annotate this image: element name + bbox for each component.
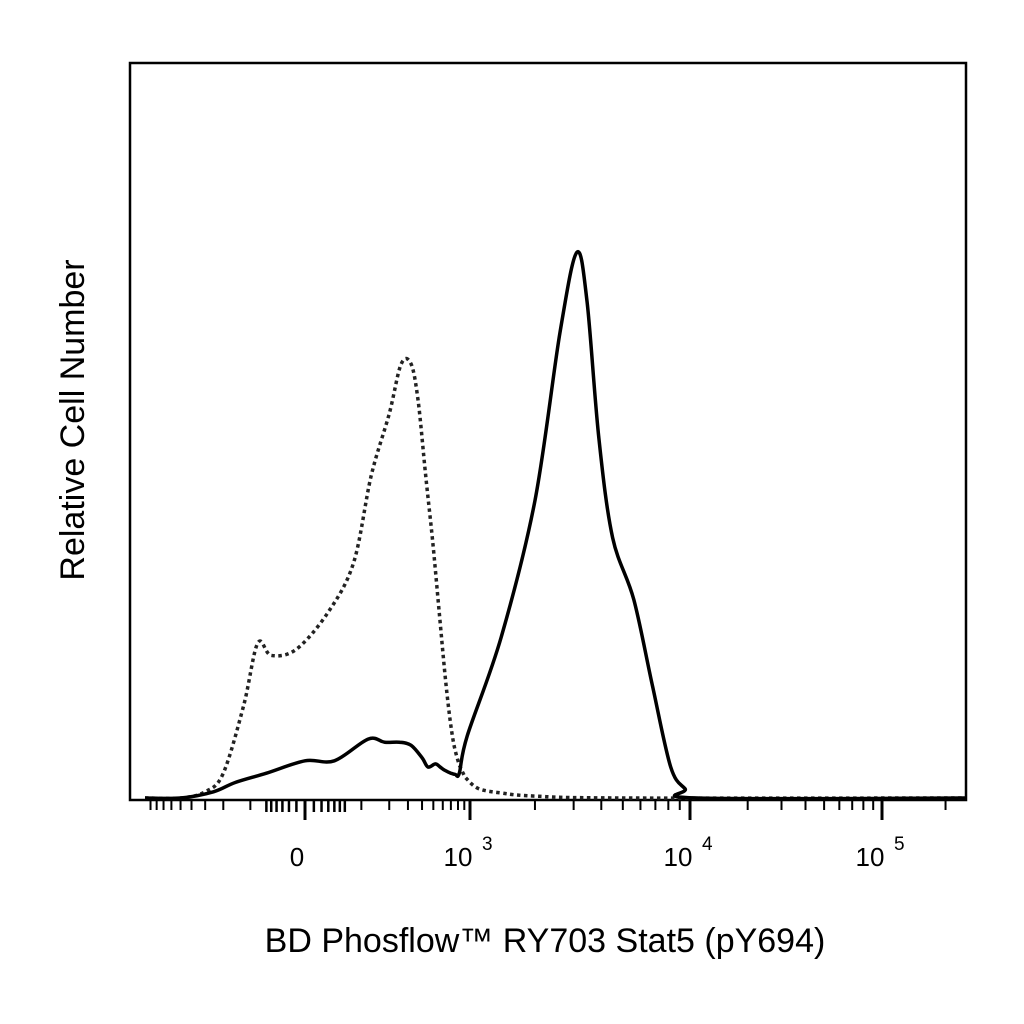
x-axis-tick-labels: 0 10 3 10 4 10 5: [290, 834, 905, 872]
plot-frame: [128, 61, 968, 802]
y-axis-label: Relative Cell Number: [54, 259, 92, 580]
series-layer: [144, 250, 967, 801]
histogram-dotted-curve: [144, 356, 967, 801]
x-axis-label: BD Phosflow™ RY703 Stat5 (pY694): [265, 922, 826, 960]
x-tick-label-exponent: 3: [482, 834, 493, 855]
x-tick-label: 10: [444, 842, 473, 872]
x-axis-ticks: [149, 800, 947, 820]
histogram-solid-curve: [144, 250, 967, 801]
x-tick-label: 10: [856, 842, 885, 872]
x-tick-label-exponent: 5: [894, 834, 905, 855]
x-tick-label: 10: [664, 842, 693, 872]
x-tick-label-exponent: 4: [702, 834, 713, 855]
x-tick-label: 0: [290, 842, 304, 872]
